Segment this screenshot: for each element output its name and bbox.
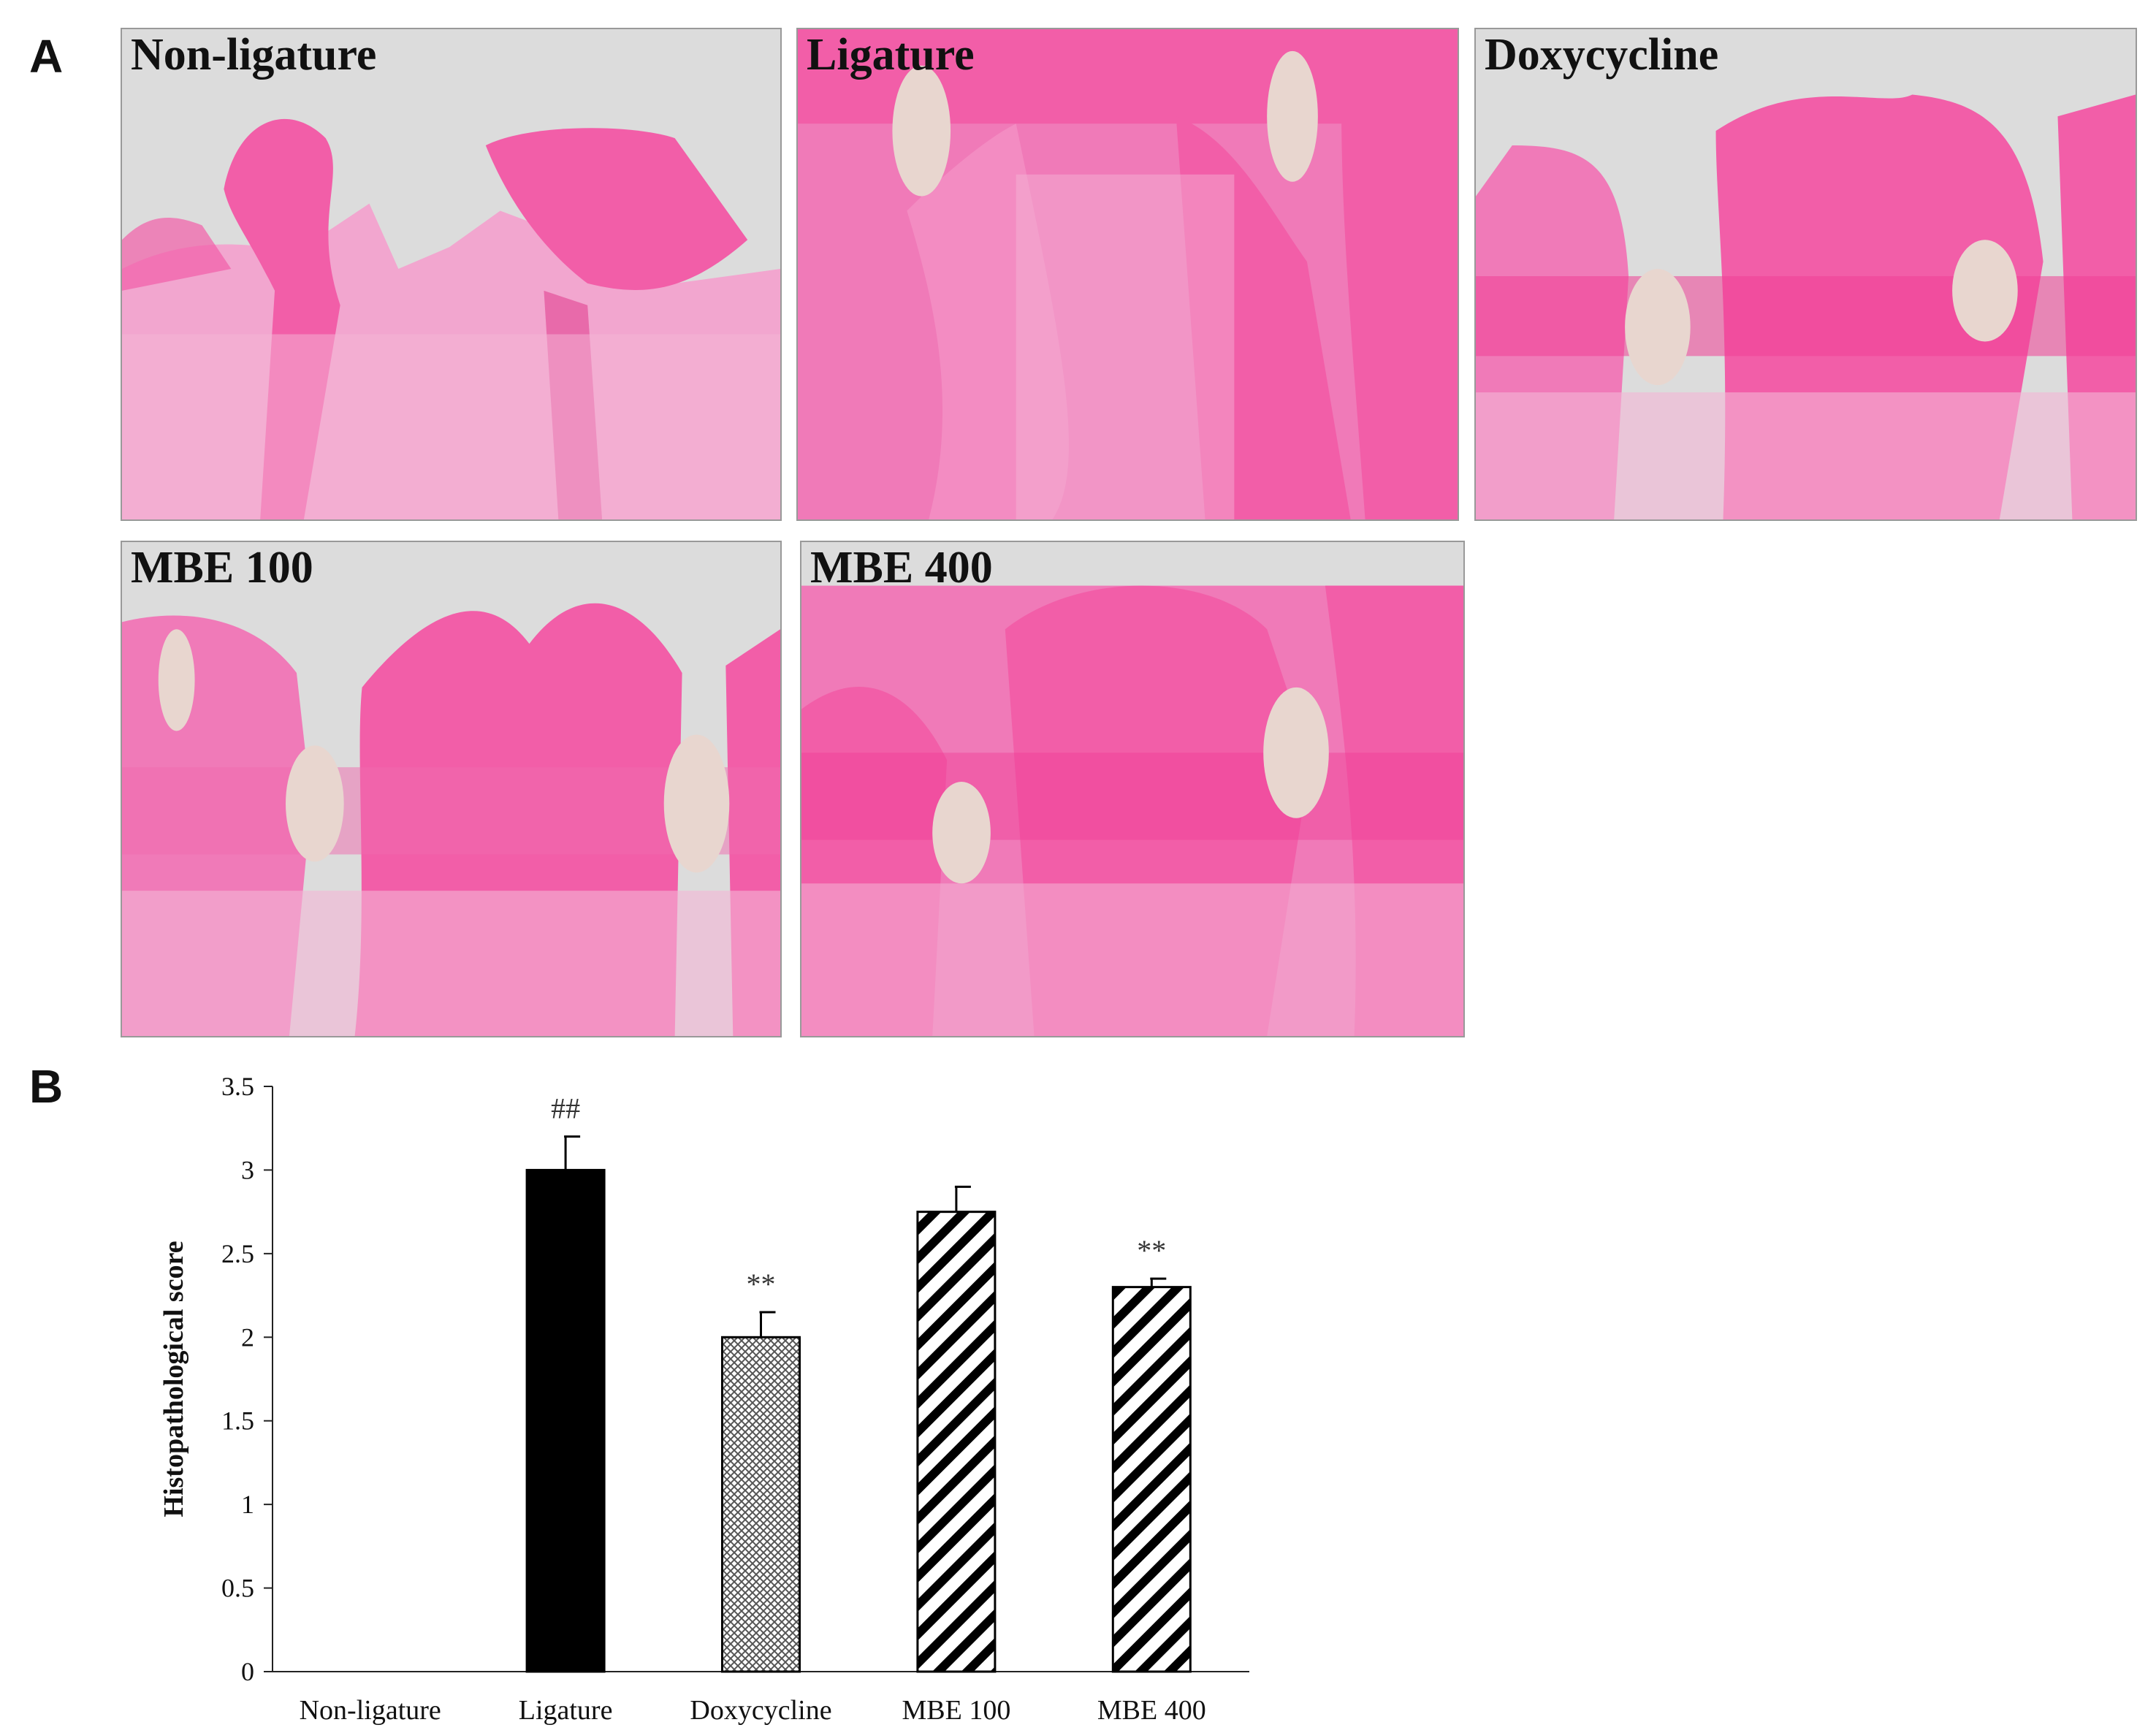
significance-marker: ## xyxy=(551,1092,580,1125)
y-axis-label: Histopathological score xyxy=(159,1241,189,1517)
bar-doxycycline xyxy=(721,1336,801,1673)
tissue-illustration xyxy=(1476,29,2136,519)
bar-mbe-400 xyxy=(1111,1286,1192,1673)
y-tick-label: 1.5 xyxy=(221,1406,254,1436)
histology-image-mbe-100: MBE 100 xyxy=(121,541,782,1037)
tile-label: Non-ligature xyxy=(131,30,377,80)
y-tick-label: 0.5 xyxy=(221,1574,254,1603)
histology-image-non-ligature: Non-ligature xyxy=(121,28,782,521)
tile-label: Doxycycline xyxy=(1485,30,1719,80)
y-tick-label: 1 xyxy=(241,1490,254,1519)
panel-a-letter: A xyxy=(29,30,64,83)
x-tick-label: MBE 100 xyxy=(902,1695,1010,1726)
histology-image-ligature: Ligature xyxy=(796,28,1459,521)
x-tick-label: Ligature xyxy=(519,1695,613,1726)
y-tick-label: 2.5 xyxy=(221,1239,254,1268)
histology-image-doxycycline: Doxycycline xyxy=(1474,28,2137,521)
y-tick-label: 2 xyxy=(241,1322,254,1352)
tissue-illustration xyxy=(798,29,1458,519)
panel-b-letter: B xyxy=(29,1060,64,1113)
y-tick-label: 3 xyxy=(241,1155,254,1184)
tissue-illustration xyxy=(801,542,1463,1036)
bar-mbe-100 xyxy=(916,1211,997,1673)
significance-marker: ** xyxy=(747,1268,776,1300)
tissue-illustration xyxy=(122,29,780,519)
x-tick-label: Non-ligature xyxy=(300,1695,441,1726)
histology-image-mbe-400: MBE 400 xyxy=(800,541,1465,1037)
y-tick-label: 3.5 xyxy=(221,1072,254,1101)
significance-marker: ** xyxy=(1137,1234,1166,1267)
tile-label: Ligature xyxy=(807,30,975,80)
tile-label: MBE 400 xyxy=(810,543,993,593)
x-tick-label: MBE 400 xyxy=(1097,1695,1206,1726)
tissue-illustration xyxy=(122,542,780,1036)
tile-label: MBE 100 xyxy=(131,543,313,593)
bar-ligature xyxy=(525,1168,606,1673)
x-tick-label: Doxycycline xyxy=(690,1695,831,1726)
y-tick-label: 0 xyxy=(241,1657,254,1686)
